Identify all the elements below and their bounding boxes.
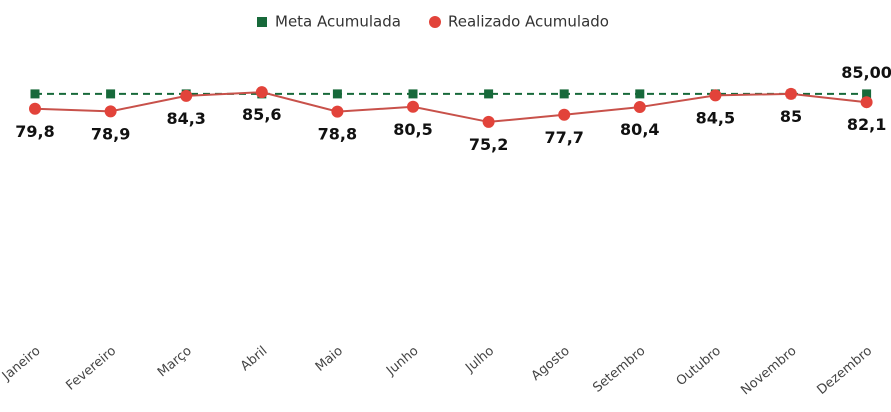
data-label: 85,00 xyxy=(841,63,891,82)
x-tick-label: Junho xyxy=(383,344,421,380)
data-label: 85 xyxy=(780,107,802,126)
legend-marker xyxy=(429,16,441,28)
point xyxy=(332,89,342,99)
x-tick-label: Fevereiro xyxy=(63,344,119,394)
point xyxy=(29,102,41,115)
legend-label: Realizado Acumulado xyxy=(448,13,609,31)
point xyxy=(785,87,797,100)
x-tick-label: Agosto xyxy=(529,344,573,384)
data-label: 78,9 xyxy=(91,124,130,143)
point xyxy=(255,86,268,99)
x-tick-label: Setembro xyxy=(590,344,648,396)
point xyxy=(408,89,418,99)
point xyxy=(633,101,646,114)
x-tick-label: Julho xyxy=(462,344,497,377)
x-tick-label: Março xyxy=(155,344,195,381)
data-label: 80,4 xyxy=(620,120,659,139)
legend-label: Meta Acumulada xyxy=(275,13,401,31)
point xyxy=(558,108,571,121)
point xyxy=(104,105,117,118)
data-label: 77,7 xyxy=(544,128,583,147)
point xyxy=(862,89,872,99)
point xyxy=(559,89,569,99)
data-label: 78,8 xyxy=(318,125,357,144)
point xyxy=(860,96,873,109)
x-tick-label: Janeiro xyxy=(0,344,44,385)
point xyxy=(180,89,193,102)
data-label: 85,6 xyxy=(242,105,281,124)
data-label: 84,3 xyxy=(166,109,205,128)
point xyxy=(484,89,494,99)
x-tick-label: Novembro xyxy=(738,344,799,399)
data-label: 75,2 xyxy=(469,135,508,154)
legend-marker xyxy=(257,17,267,27)
point xyxy=(30,89,40,99)
data-label: 79,8 xyxy=(15,122,54,141)
data-label: 82,1 xyxy=(847,115,886,134)
data-label: 84,5 xyxy=(696,108,735,127)
x-tick-label: Abril xyxy=(238,344,270,375)
point xyxy=(635,89,645,99)
point xyxy=(331,105,344,118)
x-tick-label: Maio xyxy=(313,344,346,375)
point xyxy=(407,100,419,113)
point xyxy=(709,89,722,102)
point xyxy=(106,89,116,99)
x-tick-label: Dezembro xyxy=(814,344,875,398)
data-label: 80,5 xyxy=(393,120,432,139)
point xyxy=(482,115,495,128)
x-tick-label: Outubro xyxy=(674,344,724,390)
series-line xyxy=(34,91,867,123)
